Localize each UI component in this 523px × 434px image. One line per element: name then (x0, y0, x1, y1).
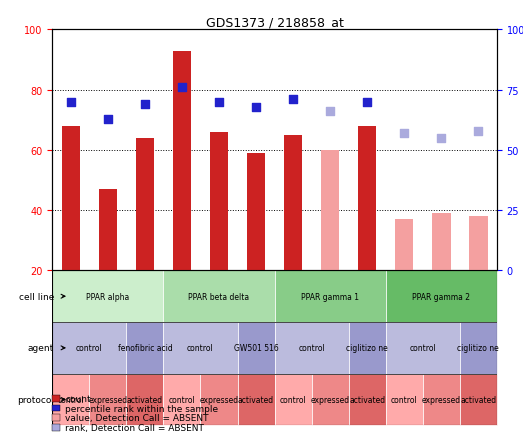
FancyBboxPatch shape (163, 322, 237, 374)
Point (400, 130, 408, 137)
Text: ciglitizo ne: ciglitizo ne (458, 344, 499, 352)
Bar (358, 127, 377, 271)
Text: control: control (168, 395, 195, 404)
Text: activated: activated (349, 395, 385, 404)
Point (141, 102, 149, 108)
FancyBboxPatch shape (385, 271, 497, 322)
FancyBboxPatch shape (460, 322, 497, 374)
Title: GDS1373 / 218858_at: GDS1373 / 218858_at (206, 16, 344, 29)
FancyBboxPatch shape (275, 322, 349, 374)
Text: expressed: expressed (199, 395, 238, 404)
Text: control: control (280, 395, 306, 404)
Point (437, 135, 446, 142)
Point (289, 97, 297, 104)
Text: activated: activated (238, 395, 274, 404)
Text: control: control (391, 395, 417, 404)
Bar (99, 190, 117, 271)
FancyBboxPatch shape (200, 374, 237, 425)
Bar (210, 132, 228, 271)
Text: GW501 516: GW501 516 (234, 344, 278, 352)
Text: expressed: expressed (88, 395, 128, 404)
Text: PPAR gamma 2: PPAR gamma 2 (412, 292, 470, 301)
Text: protocol: protocol (17, 395, 54, 404)
Text: ciglitizo ne: ciglitizo ne (346, 344, 388, 352)
Text: cell line: cell line (19, 292, 54, 301)
FancyBboxPatch shape (52, 374, 89, 425)
FancyBboxPatch shape (312, 374, 349, 425)
Point (252, 104, 260, 111)
Bar (469, 217, 487, 271)
Point (215, 99, 223, 106)
Bar (62, 127, 80, 271)
Bar (173, 51, 191, 271)
Bar (321, 151, 339, 271)
Point (178, 85, 186, 92)
Text: control: control (410, 344, 436, 352)
FancyBboxPatch shape (237, 374, 275, 425)
FancyBboxPatch shape (163, 271, 275, 322)
Bar (135, 138, 154, 271)
Text: value, Detection Call = ABSENT: value, Detection Call = ABSENT (65, 414, 209, 422)
FancyBboxPatch shape (52, 271, 163, 322)
FancyBboxPatch shape (385, 322, 460, 374)
FancyBboxPatch shape (385, 374, 423, 425)
Text: control: control (187, 344, 214, 352)
FancyBboxPatch shape (163, 374, 200, 425)
Point (326, 108, 334, 115)
FancyBboxPatch shape (127, 374, 163, 425)
Text: expressed: expressed (311, 395, 350, 404)
Bar (247, 154, 265, 271)
Text: control: control (76, 344, 103, 352)
FancyBboxPatch shape (275, 374, 312, 425)
FancyBboxPatch shape (349, 374, 385, 425)
FancyBboxPatch shape (349, 322, 385, 374)
Text: count: count (65, 395, 91, 403)
Text: PPAR alpha: PPAR alpha (86, 292, 130, 301)
FancyBboxPatch shape (460, 374, 497, 425)
Text: fenofibric acid: fenofibric acid (118, 344, 172, 352)
FancyBboxPatch shape (89, 374, 127, 425)
FancyBboxPatch shape (275, 271, 385, 322)
Bar (284, 135, 302, 271)
Bar (432, 214, 450, 271)
Text: control: control (298, 344, 325, 352)
FancyBboxPatch shape (52, 322, 127, 374)
FancyBboxPatch shape (127, 322, 163, 374)
Text: control: control (58, 395, 84, 404)
Point (474, 128, 483, 135)
Point (363, 99, 371, 106)
Text: percentile rank within the sample: percentile rank within the sample (65, 404, 219, 413)
Text: rank, Detection Call = ABSENT: rank, Detection Call = ABSENT (65, 423, 204, 432)
Point (66, 99, 75, 106)
Text: activated: activated (127, 395, 163, 404)
Text: agent: agent (28, 344, 54, 352)
Text: expressed: expressed (422, 395, 461, 404)
Text: activated: activated (460, 395, 496, 404)
Text: PPAR gamma 1: PPAR gamma 1 (301, 292, 359, 301)
Bar (395, 220, 414, 271)
Point (104, 116, 112, 123)
Text: PPAR beta delta: PPAR beta delta (188, 292, 249, 301)
FancyBboxPatch shape (237, 322, 275, 374)
FancyBboxPatch shape (423, 374, 460, 425)
